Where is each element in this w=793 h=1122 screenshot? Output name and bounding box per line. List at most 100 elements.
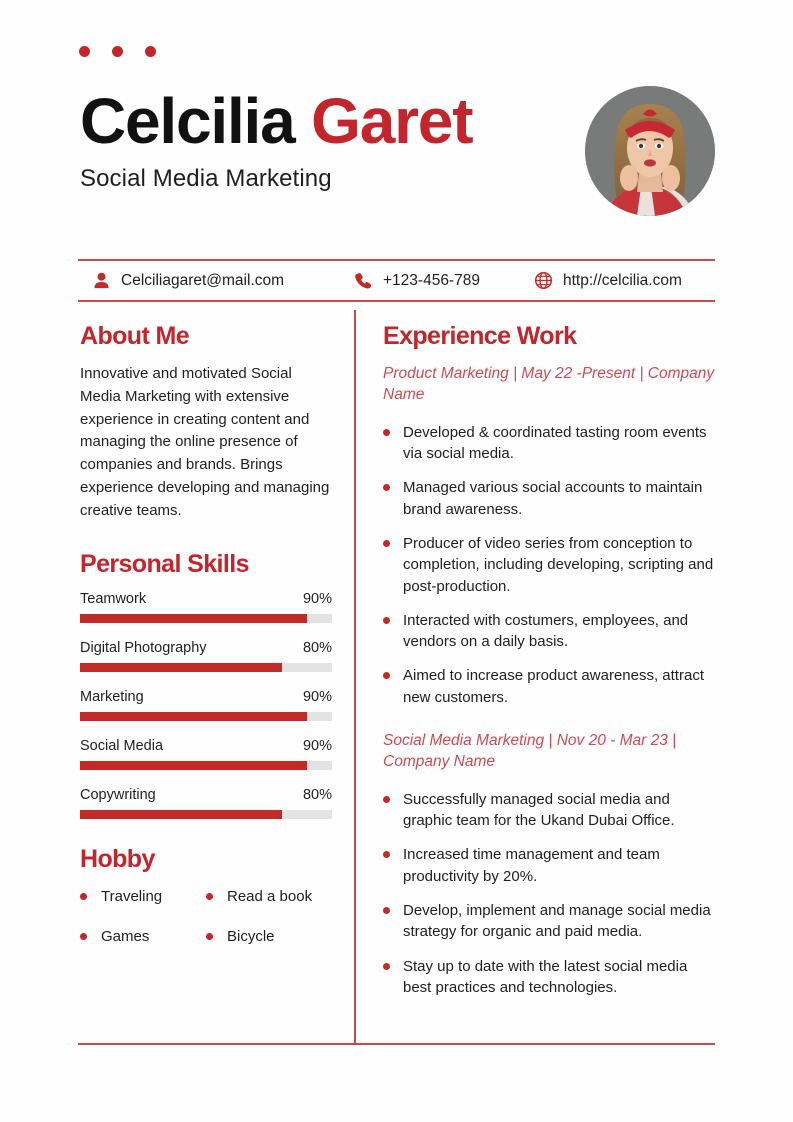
experience-item: Product Marketing | May 22 -Present | Co… [383, 363, 715, 708]
job-bullet: Managed various social accounts to maint… [383, 477, 715, 520]
experience-item: Social Media Marketing | Nov 20 - Mar 23… [383, 730, 715, 998]
job-bullet-text: Producer of video series from conception… [403, 534, 714, 595]
experience-list: Product Marketing | May 22 -Present | Co… [383, 363, 715, 998]
hobby-label: Traveling [101, 887, 163, 905]
job-bullet: Develop, implement and manage social med… [383, 900, 715, 943]
skill-progress-fill [80, 760, 307, 770]
skill-progress-fill [80, 613, 307, 623]
hobby-label: Bicycle [227, 927, 275, 945]
hobby-section: Hobby Traveling Read a book Games Bicycle [80, 845, 332, 945]
hobby-label: Read a book [227, 887, 313, 905]
phone-icon [355, 273, 372, 289]
job-role-subtitle: Social Media Marketing [80, 164, 332, 192]
person-icon [94, 272, 109, 289]
hobby-item: Bicycle [206, 928, 332, 945]
skill-row: Digital Photography 80% [80, 640, 332, 656]
job-bullet: Increased time management and team produ… [383, 844, 715, 887]
job-bullet-text: Successfully managed social media and gr… [403, 790, 675, 830]
hobby-title: Hobby [80, 844, 155, 873]
resume-header: Celcilia Garet Social Media Marketing [80, 86, 715, 228]
hobby-list: Traveling Read a book Games Bicycle [80, 888, 332, 945]
bullet-icon [383, 428, 390, 436]
job-bullet: Interacted with costumers, employees, an… [383, 610, 715, 653]
skill-row: Teamwork 90% [80, 591, 332, 607]
skill-value: 90% [302, 688, 332, 705]
job-bullet-text: Increased time management and team produ… [403, 846, 660, 885]
skill-item: Marketing 90% [80, 689, 332, 721]
hobby-item: Read a book [206, 888, 332, 905]
hobby-item: Games [80, 928, 206, 945]
skill-progress-track [80, 809, 332, 819]
skill-row: Social Media 90% [80, 738, 332, 754]
skill-label: Copywriting [80, 786, 156, 803]
skill-item: Digital Photography 80% [80, 640, 332, 672]
job-bullet: Aimed to increase product awareness, att… [383, 665, 715, 708]
bullet-icon [383, 616, 390, 624]
job-heading: Social Media Marketing | Nov 20 - Mar 23… [383, 732, 677, 771]
skill-progress-fill [80, 809, 282, 819]
dot-icon [112, 46, 123, 57]
skill-label: Social Media [80, 737, 164, 754]
contact-email[interactable]: Celciliagaret@mail.com [92, 271, 354, 290]
job-bullet-text: Stay up to date with the latest social m… [403, 957, 688, 996]
about-title: About Me [80, 322, 190, 350]
decorative-dots [79, 46, 156, 57]
hobby-item: Traveling [80, 888, 206, 905]
skill-progress-track [80, 760, 332, 770]
skill-item: Teamwork 90% [80, 591, 332, 623]
job-bullet: Stay up to date with the latest social m… [383, 956, 715, 999]
avatar [585, 86, 715, 216]
job-bullet-text: Aimed to increase product awareness, att… [403, 667, 704, 706]
skills-section: Personal Skills Teamwork 90% Digital Photo… [80, 550, 332, 819]
job-bullet: Developed & coordinated tasting room eve… [383, 422, 715, 465]
job-bullets: Successfully managed social media and gr… [383, 789, 715, 998]
left-column: About Me Innovative and motivated Social… [80, 322, 332, 945]
skill-value: 80% [302, 639, 332, 656]
bullet-icon [383, 484, 390, 492]
skill-row: Copywriting 80% [80, 787, 332, 803]
job-bullet-text: Managed various social accounts to maint… [403, 479, 703, 518]
job-bullet-text: Interacted with costumers, employees, an… [403, 611, 689, 651]
job-heading: Product Marketing | May 22 -Present | Co… [383, 365, 715, 404]
skill-progress-fill [80, 711, 307, 721]
bullet-icon [80, 892, 87, 900]
job-bullet-text: Developed & coordinated tasting room eve… [403, 423, 707, 463]
hobby-label: Games [101, 927, 150, 945]
page-title: Celcilia Garet [80, 89, 474, 153]
last-name: Garet [311, 85, 473, 157]
column-divider [354, 310, 356, 1045]
skill-item: Copywriting 80% [80, 787, 332, 819]
bullet-icon [383, 906, 390, 914]
job-bullet: Producer of video series from conception… [383, 533, 715, 597]
skills-list: Teamwork 90% Digital Photography 80% Marketi… [80, 591, 332, 819]
bullet-icon [383, 539, 390, 547]
dot-icon [79, 46, 90, 57]
dot-icon [145, 46, 156, 57]
contact-email-text: Celciliagaret@mail.com [121, 271, 285, 289]
bullet-icon [80, 932, 87, 940]
skill-progress-fill [80, 662, 282, 672]
skill-progress-track [80, 613, 332, 623]
skill-item: Social Media 90% [80, 738, 332, 770]
contact-bar: Celciliagaret@mail.com +123-456-789 http… [78, 259, 715, 302]
name-block: Celcilia Garet Social Media Marketing [80, 88, 474, 193]
first-name: Celcilia [80, 85, 296, 157]
job-bullet-text: Develop, implement and manage social med… [403, 901, 711, 941]
skill-label: Marketing [80, 688, 144, 705]
about-section: About Me Innovative and motivated Social… [80, 322, 332, 523]
contact-phone[interactable]: +123-456-789 [354, 271, 534, 290]
contact-website-text: http://celcilia.com [563, 271, 682, 289]
contact-website[interactable]: http://celcilia.com [534, 271, 682, 290]
skill-label: Teamwork [80, 590, 147, 607]
job-bullets: Developed & coordinated tasting room eve… [383, 422, 715, 708]
about-text: Innovative and motivated Social Media Ma… [80, 365, 330, 519]
bullet-icon [206, 932, 213, 940]
skill-value: 90% [302, 737, 332, 754]
bullet-icon [383, 672, 390, 680]
skill-row: Marketing 90% [80, 689, 332, 705]
contact-phone-text: +123-456-789 [383, 271, 480, 289]
bullet-icon [383, 851, 390, 859]
bullet-icon [383, 795, 390, 803]
portrait-photo-icon [585, 86, 715, 216]
